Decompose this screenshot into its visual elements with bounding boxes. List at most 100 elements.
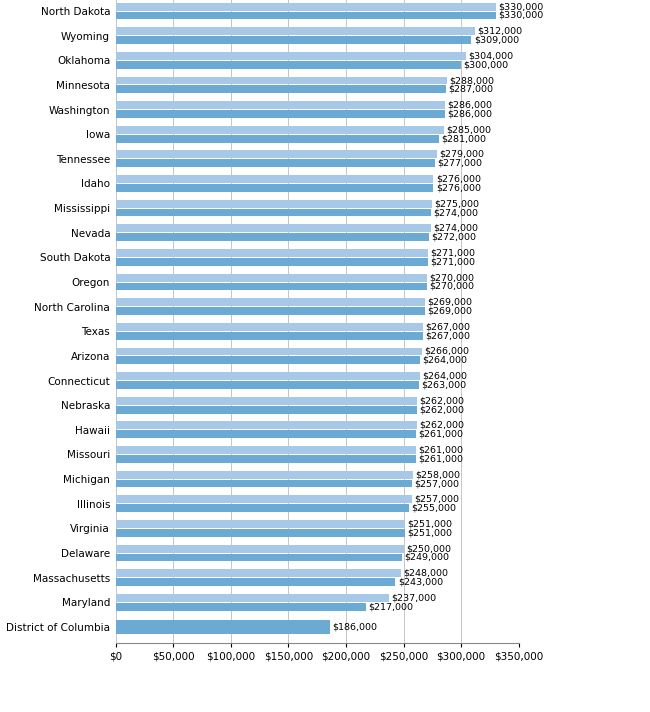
- Text: $264,000: $264,000: [422, 372, 467, 381]
- Text: $255,000: $255,000: [411, 503, 456, 513]
- Bar: [116, 85, 446, 93]
- Bar: [116, 529, 405, 537]
- Text: $263,000: $263,000: [421, 380, 466, 389]
- Text: $276,000: $276,000: [436, 184, 481, 192]
- Text: $249,000: $249,000: [405, 553, 450, 562]
- Text: $258,000: $258,000: [415, 470, 460, 479]
- Text: $257,000: $257,000: [414, 495, 459, 504]
- Text: $274,000: $274,000: [434, 224, 478, 233]
- Text: $248,000: $248,000: [404, 569, 448, 577]
- Bar: [116, 283, 426, 290]
- Bar: [116, 430, 416, 438]
- Text: $276,000: $276,000: [436, 174, 481, 184]
- Text: Medscape: Medscape: [8, 690, 86, 704]
- Bar: [116, 372, 420, 380]
- Text: $269,000: $269,000: [428, 307, 473, 315]
- Bar: [116, 496, 411, 503]
- Text: $270,000: $270,000: [429, 282, 474, 291]
- Text: $186,000: $186,000: [332, 622, 377, 632]
- Bar: [116, 11, 496, 19]
- Text: $269,000: $269,000: [428, 298, 473, 307]
- Text: $286,000: $286,000: [447, 100, 492, 110]
- Bar: [116, 332, 423, 340]
- Text: $288,000: $288,000: [450, 76, 495, 85]
- Bar: [116, 249, 428, 257]
- Text: $312,000: $312,000: [477, 27, 523, 36]
- Bar: [116, 397, 417, 404]
- Text: $274,000: $274,000: [434, 208, 478, 217]
- Bar: [116, 110, 445, 118]
- Text: $309,000: $309,000: [474, 36, 519, 45]
- Bar: [116, 594, 389, 602]
- Text: $251,000: $251,000: [407, 520, 452, 528]
- Bar: [116, 126, 444, 134]
- Bar: [116, 36, 471, 44]
- Text: $266,000: $266,000: [424, 347, 469, 356]
- Text: $267,000: $267,000: [426, 331, 471, 340]
- Bar: [116, 471, 413, 478]
- Text: $261,000: $261,000: [419, 430, 463, 439]
- Bar: [116, 298, 426, 306]
- Bar: [116, 406, 417, 414]
- Text: $251,000: $251,000: [407, 528, 452, 538]
- Text: $277,000: $277,000: [437, 159, 482, 168]
- Bar: [116, 175, 434, 183]
- Bar: [116, 3, 496, 11]
- Bar: [116, 150, 437, 158]
- Bar: [116, 620, 330, 634]
- Text: $261,000: $261,000: [419, 446, 463, 454]
- Bar: [116, 603, 365, 611]
- Text: $250,000: $250,000: [406, 544, 451, 553]
- Text: $287,000: $287,000: [448, 85, 493, 94]
- Bar: [116, 61, 461, 68]
- Bar: [116, 273, 426, 281]
- Text: $243,000: $243,000: [398, 577, 443, 587]
- Text: $304,000: $304,000: [468, 51, 513, 61]
- Bar: [116, 357, 420, 365]
- Text: $330,000: $330,000: [498, 2, 543, 11]
- Bar: [116, 101, 445, 109]
- Bar: [116, 200, 432, 208]
- Text: $262,000: $262,000: [420, 421, 465, 430]
- Bar: [116, 480, 411, 488]
- Bar: [116, 504, 410, 512]
- Bar: [116, 446, 416, 454]
- Text: $257,000: $257,000: [414, 479, 459, 488]
- Text: $217,000: $217,000: [368, 602, 413, 611]
- Text: $281,000: $281,000: [441, 134, 487, 143]
- Bar: [116, 184, 434, 192]
- Text: $272,000: $272,000: [431, 233, 476, 241]
- Bar: [116, 135, 439, 142]
- Bar: [116, 234, 429, 241]
- Bar: [116, 578, 395, 586]
- Bar: [116, 323, 423, 331]
- Bar: [116, 520, 405, 528]
- Bar: [116, 381, 419, 389]
- Text: $285,000: $285,000: [446, 125, 491, 135]
- Text: $330,000: $330,000: [498, 11, 543, 20]
- Bar: [116, 422, 417, 429]
- Text: $267,000: $267,000: [426, 323, 471, 331]
- Text: $261,000: $261,000: [419, 454, 463, 464]
- Text: $286,000: $286,000: [447, 110, 492, 118]
- Bar: [116, 347, 422, 355]
- Text: $237,000: $237,000: [391, 593, 436, 602]
- Text: $264,000: $264,000: [422, 356, 467, 365]
- Text: $275,000: $275,000: [435, 199, 480, 208]
- Bar: [116, 224, 431, 232]
- Bar: [116, 307, 426, 315]
- Text: $270,000: $270,000: [429, 273, 474, 282]
- Bar: [116, 77, 447, 85]
- Bar: [116, 570, 401, 577]
- Bar: [116, 159, 435, 167]
- Bar: [116, 545, 404, 553]
- Bar: [116, 209, 431, 216]
- Text: $271,000: $271,000: [430, 248, 475, 258]
- Bar: [116, 455, 416, 463]
- Text: $271,000: $271,000: [430, 257, 475, 266]
- Bar: [116, 52, 466, 60]
- Bar: [116, 258, 428, 266]
- Text: $279,000: $279,000: [439, 150, 484, 159]
- Bar: [116, 553, 402, 561]
- Text: $262,000: $262,000: [420, 397, 465, 405]
